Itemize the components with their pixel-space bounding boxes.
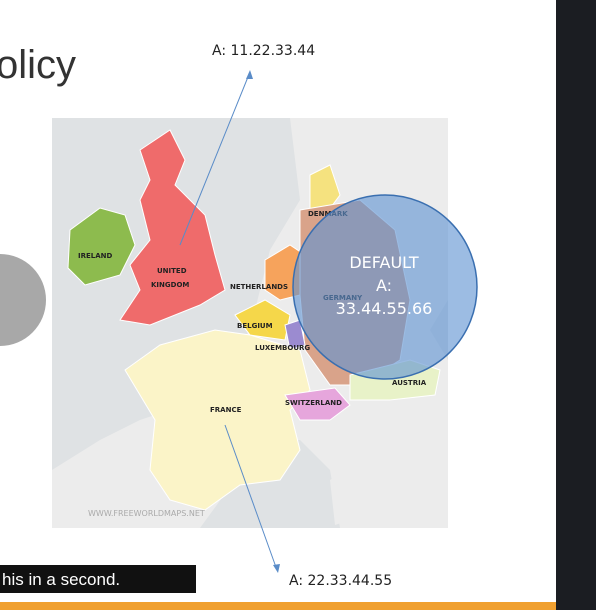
progress-bar [0, 602, 556, 610]
slide-title: olicy [0, 43, 76, 87]
ireland-shape [67, 207, 136, 286]
country-label: NETHERLANDS [230, 283, 288, 291]
caption-box [0, 565, 196, 593]
user-icon-partial [0, 254, 46, 346]
arrow-head [273, 564, 280, 573]
switzerland-shape [284, 387, 351, 421]
record-label-top: A: 11.22.33.44 [212, 43, 315, 59]
default-label: 33.44.55.66 [336, 299, 433, 318]
country-label: AUSTRIA [392, 379, 427, 387]
default-label: DEFAULT [349, 253, 419, 272]
caption-text: his in a second. [2, 570, 120, 589]
default-label: A: [376, 276, 392, 295]
country-label: LUXEMBOURG [255, 344, 310, 352]
watermark: WWW.FREEWORLDMAPS.NET [88, 509, 205, 518]
arrow-bottom [224, 424, 278, 571]
france-shape [124, 329, 311, 511]
record-label-bottom: A: 22.33.44.55 [289, 573, 392, 589]
corsica-shape [330, 470, 350, 525]
country-label: SWITZERLAND [285, 399, 342, 407]
country-label: KINGDOM [151, 281, 189, 289]
country-label: FRANCE [210, 406, 242, 414]
dark-side-panel [556, 0, 596, 610]
uk-shape [119, 129, 226, 326]
default-region-circle [292, 194, 478, 380]
arrow-head [246, 70, 253, 79]
luxembourg-shape [284, 319, 306, 351]
country-label: IRELAND [78, 252, 113, 260]
country-label: UNITED [157, 267, 187, 275]
country-label: BELGIUM [237, 322, 273, 330]
arrow-top [179, 71, 251, 246]
